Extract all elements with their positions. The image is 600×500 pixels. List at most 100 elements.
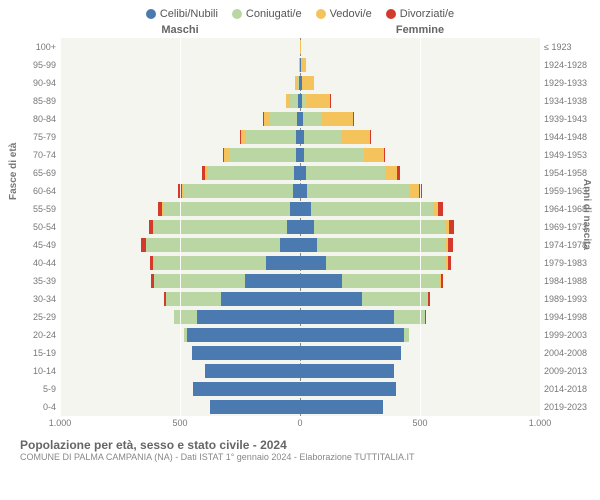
legend-item: Vedovi/e	[316, 8, 372, 20]
legend-swatch	[146, 9, 156, 19]
segment	[245, 274, 300, 289]
pyramid-row: 80-841939-1943	[60, 110, 540, 128]
age-label: 45-49	[22, 240, 56, 250]
population-pyramid-chart: Celibi/NubiliConiugati/eVedovi/eDivorzia…	[0, 0, 600, 500]
pyramid-row: 95-991924-1928	[60, 56, 540, 74]
segment	[300, 310, 394, 325]
pyramid-row: 100+≤ 1923	[60, 38, 540, 56]
chart-footer: Popolazione per età, sesso e stato civil…	[20, 438, 590, 463]
segment	[370, 130, 371, 145]
segment	[428, 292, 429, 307]
segment	[300, 220, 314, 235]
pyramid-row: 45-491974-1978	[60, 236, 540, 254]
grid-line	[60, 38, 61, 416]
segment	[208, 166, 294, 181]
legend: Celibi/NubiliConiugati/eVedovi/eDivorzia…	[0, 8, 600, 20]
segment	[300, 202, 311, 217]
birth-year-label: 1944-1948	[544, 132, 594, 142]
age-label: 25-29	[22, 312, 56, 322]
segment	[166, 292, 221, 307]
segment	[187, 328, 300, 343]
pyramid-row: 85-891934-1938	[60, 92, 540, 110]
segment	[449, 220, 454, 235]
birth-year-label: 1989-1993	[544, 294, 594, 304]
birth-year-label: 1954-1958	[544, 168, 594, 178]
segment	[146, 238, 279, 253]
segment	[246, 130, 296, 145]
pyramid-rows: 100+≤ 192395-991924-192890-941929-193385…	[60, 38, 540, 416]
age-label: 40-44	[22, 258, 56, 268]
pyramid-row: 5-92014-2018	[60, 380, 540, 398]
age-label: 100+	[22, 42, 56, 52]
birth-year-label: 1984-1988	[544, 276, 594, 286]
age-label: 65-69	[22, 168, 56, 178]
legend-label: Vedovi/e	[330, 8, 372, 20]
pyramid-row: 20-241999-2003	[60, 326, 540, 344]
segment	[300, 256, 326, 271]
segment	[205, 364, 300, 379]
segment	[300, 400, 383, 415]
segment	[438, 202, 443, 217]
segment	[192, 346, 300, 361]
segment	[193, 382, 300, 397]
age-label: 20-24	[22, 330, 56, 340]
legend-label: Divorziati/e	[400, 8, 454, 20]
age-label: 60-64	[22, 186, 56, 196]
x-tick: 1.000	[49, 418, 72, 428]
pyramid-row: 10-142009-2013	[60, 362, 540, 380]
segment	[326, 256, 446, 271]
age-label: 95-99	[22, 60, 56, 70]
segment	[174, 310, 197, 325]
pyramid-row: 50-541969-1973	[60, 218, 540, 236]
birth-year-label: 1924-1928	[544, 60, 594, 70]
age-label: 0-4	[22, 402, 56, 412]
segment	[302, 76, 314, 91]
birth-year-label: 1929-1933	[544, 78, 594, 88]
x-tick: 500	[412, 418, 427, 428]
segment	[293, 184, 300, 199]
y-axis-left-title: Fasce di età	[8, 143, 19, 200]
segment	[307, 184, 410, 199]
x-tick: 500	[172, 418, 187, 428]
segment	[300, 364, 394, 379]
age-label: 50-54	[22, 222, 56, 232]
plot-area: 100+≤ 192395-991924-192890-941929-193385…	[60, 38, 540, 416]
age-label: 10-14	[22, 366, 56, 376]
segment	[306, 166, 385, 181]
segment	[154, 256, 267, 271]
footer-title: Popolazione per età, sesso e stato civil…	[20, 438, 590, 452]
birth-year-label: 1994-1998	[544, 312, 594, 322]
segment	[154, 274, 245, 289]
age-label: 5-9	[22, 384, 56, 394]
age-label: 80-84	[22, 114, 56, 124]
segment	[154, 220, 287, 235]
segment	[300, 184, 307, 199]
pyramid-row: 90-941929-1933	[60, 74, 540, 92]
birth-year-label: 1949-1953	[544, 150, 594, 160]
segment	[321, 112, 353, 127]
age-label: 85-89	[22, 96, 56, 106]
birth-year-label: 1964-1968	[544, 204, 594, 214]
legend-item: Celibi/Nubili	[146, 8, 218, 20]
segment	[287, 220, 300, 235]
segment	[341, 130, 370, 145]
age-label: 30-34	[22, 294, 56, 304]
birth-year-label: 1969-1973	[544, 222, 594, 232]
birth-year-label: 2004-2008	[544, 348, 594, 358]
segment	[280, 238, 300, 253]
segment	[197, 310, 300, 325]
gender-labels: Maschi Femmine	[0, 24, 600, 36]
birth-year-label: 2014-2018	[544, 384, 594, 394]
birth-year-label: ≤ 1923	[544, 42, 594, 52]
grid-line	[540, 38, 541, 416]
segment	[301, 58, 306, 73]
segment	[221, 292, 300, 307]
segment	[300, 382, 396, 397]
segment	[441, 274, 443, 289]
segment	[342, 274, 440, 289]
pyramid-row: 75-791944-1948	[60, 128, 540, 146]
segment	[448, 256, 452, 271]
segment	[210, 400, 300, 415]
label-female: Femmine	[300, 24, 540, 36]
legend-swatch	[316, 9, 326, 19]
